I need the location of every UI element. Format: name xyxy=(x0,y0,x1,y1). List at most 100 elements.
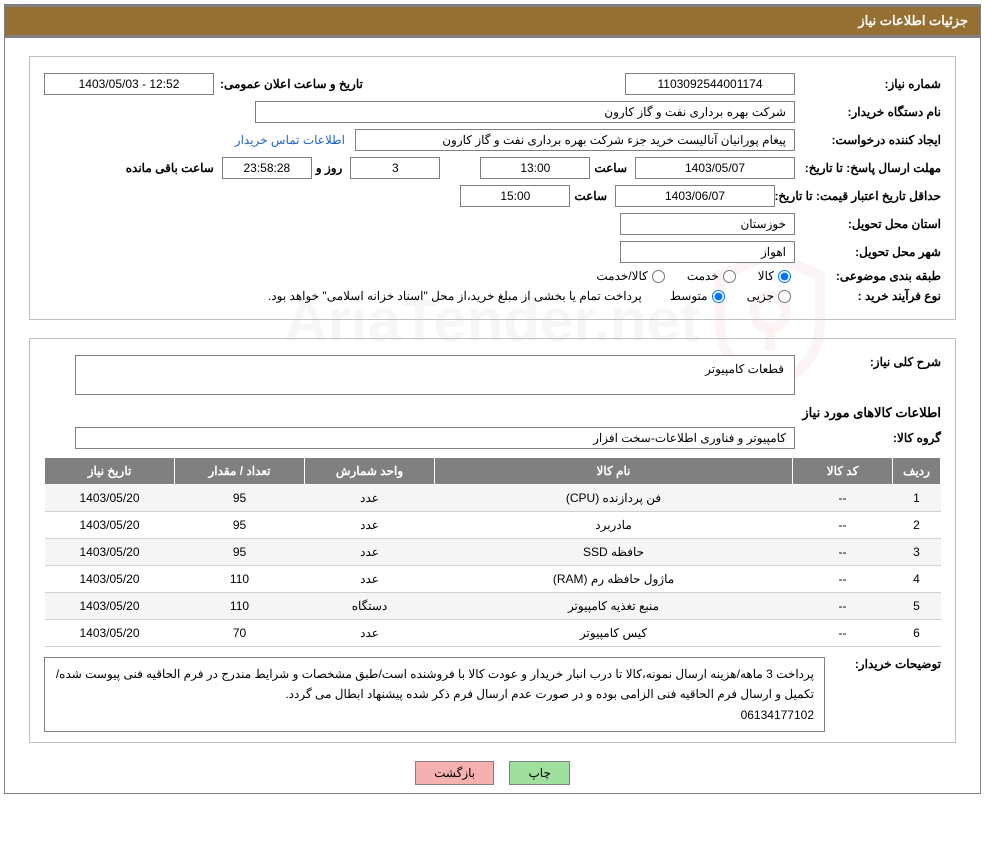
radio-medium[interactable] xyxy=(712,290,725,303)
label-requester: ایجاد کننده درخواست: xyxy=(801,133,941,147)
field-timer: 23:58:28 xyxy=(222,157,312,179)
th-name: نام کالا xyxy=(435,458,793,485)
info-section: شماره نیاز: 1103092544001174 تاریخ و ساع… xyxy=(29,56,956,320)
page-container: جزئیات اطلاعات نیاز شماره نیاز: 11030925… xyxy=(4,4,981,794)
label-buyer-notes: توضیحات خریدار: xyxy=(841,657,941,671)
th-row: ردیف xyxy=(893,458,941,485)
buyer-phone: 06134177102 xyxy=(741,705,814,725)
th-date: تاریخ نیاز xyxy=(45,458,175,485)
table-cell: حافظه SSD xyxy=(435,539,793,566)
table-cell: کیس کامپیوتر xyxy=(435,620,793,647)
label-buyer-org: نام دستگاه خریدار: xyxy=(801,105,941,119)
buyer-notes-text: پرداخت 3 ماهه/هزینه ارسال نمونه،کالا تا … xyxy=(56,667,814,701)
label-pt-partial: جزیی xyxy=(747,289,774,303)
field-announce-dt: 1403/05/03 - 12:52 xyxy=(44,73,214,95)
table-cell: دستگاه xyxy=(305,593,435,620)
label-pt-medium: متوسط xyxy=(670,289,708,303)
th-code: کد کالا xyxy=(793,458,893,485)
table-row: 4--ماژول حافظه رم (RAM)عدد1101403/05/20 xyxy=(45,566,941,593)
table-cell: -- xyxy=(793,593,893,620)
items-section: شرح کلی نیاز: قطعات کامپیوتر اطلاعات کال… xyxy=(29,338,956,743)
label-cat-goods: کالا xyxy=(758,269,774,283)
label-need-no: شماره نیاز: xyxy=(801,77,941,91)
field-price-time: 15:00 xyxy=(460,185,570,207)
table-cell: عدد xyxy=(305,512,435,539)
label-category: طبقه بندی موضوعی: xyxy=(801,269,941,283)
print-button[interactable]: چاپ xyxy=(509,761,569,785)
label-time-left: ساعت باقی مانده xyxy=(126,161,214,175)
th-unit: واحد شمارش xyxy=(305,458,435,485)
label-city: شهر محل تحویل: xyxy=(801,245,941,259)
field-general-desc: قطعات کامپیوتر xyxy=(75,355,795,395)
table-cell: 95 xyxy=(175,512,305,539)
field-requester: پیغام پورانیان آنالیست خرید جزء شرکت بهر… xyxy=(355,129,795,151)
table-cell: 1403/05/20 xyxy=(45,485,175,512)
field-need-no: 1103092544001174 xyxy=(625,73,795,95)
table-cell: عدد xyxy=(305,485,435,512)
table-cell: منبع تغذیه کامپیوتر xyxy=(435,593,793,620)
label-cat-goods-service: کالا/خدمت xyxy=(596,269,647,283)
field-buyer-notes: پرداخت 3 ماهه/هزینه ارسال نمونه،کالا تا … xyxy=(44,657,825,732)
table-cell: عدد xyxy=(305,539,435,566)
button-bar: چاپ بازگشت xyxy=(5,761,980,785)
label-announce-dt: تاریخ و ساعت اعلان عمومی: xyxy=(220,77,363,91)
field-goods-group: کامپیوتر و فناوری اطلاعات-سخت افزار xyxy=(75,427,795,449)
back-button[interactable]: بازگشت xyxy=(415,761,494,785)
table-cell: -- xyxy=(793,485,893,512)
payment-note: پرداخت تمام یا بخشی از مبلغ خرید،از محل … xyxy=(268,289,642,303)
table-cell: 70 xyxy=(175,620,305,647)
table-cell: 3 xyxy=(893,539,941,566)
table-cell: 1403/05/20 xyxy=(45,593,175,620)
label-cat-service: خدمت xyxy=(687,269,719,283)
table-row: 6--کیس کامپیوترعدد701403/05/20 xyxy=(45,620,941,647)
radio-service[interactable] xyxy=(723,270,736,283)
table-cell: مادربرد xyxy=(435,512,793,539)
label-reply-deadline: مهلت ارسال پاسخ: تا تاریخ: xyxy=(801,161,941,175)
label-days-and: روز و xyxy=(316,161,343,175)
table-cell: 2 xyxy=(893,512,941,539)
field-reply-date: 1403/05/07 xyxy=(635,157,795,179)
table-cell: -- xyxy=(793,566,893,593)
table-cell: ماژول حافظه رم (RAM) xyxy=(435,566,793,593)
field-buyer-org: شرکت بهره برداری نفت و گاز کارون xyxy=(255,101,795,123)
table-cell: 95 xyxy=(175,485,305,512)
table-cell: -- xyxy=(793,620,893,647)
field-province: خوزستان xyxy=(620,213,795,235)
label-goods-group: گروه کالا: xyxy=(801,431,941,445)
table-cell: 110 xyxy=(175,593,305,620)
label-purchase-type: نوع فرآیند خرید : xyxy=(801,289,941,303)
table-cell: 1 xyxy=(893,485,941,512)
table-cell: 6 xyxy=(893,620,941,647)
table-row: 2--مادربردعدد951403/05/20 xyxy=(45,512,941,539)
table-cell: 5 xyxy=(893,593,941,620)
table-cell: 1403/05/20 xyxy=(45,566,175,593)
field-reply-time: 13:00 xyxy=(480,157,590,179)
table-cell: -- xyxy=(793,539,893,566)
table-cell: عدد xyxy=(305,566,435,593)
table-cell: عدد xyxy=(305,620,435,647)
heading-items-info: اطلاعات کالاهای مورد نیاز xyxy=(44,405,941,421)
radio-goods-service[interactable] xyxy=(652,270,665,283)
field-city: اهواز xyxy=(620,241,795,263)
page-title: جزئیات اطلاعات نیاز xyxy=(5,7,980,38)
buyer-contact-link[interactable]: اطلاعات تماس خریدار xyxy=(235,133,345,147)
label-general-desc: شرح کلی نیاز: xyxy=(801,355,941,369)
table-cell: 1403/05/20 xyxy=(45,620,175,647)
th-qty: تعداد / مقدار xyxy=(175,458,305,485)
table-cell: 95 xyxy=(175,539,305,566)
label-hour-2: ساعت xyxy=(574,189,607,203)
table-cell: 1403/05/20 xyxy=(45,539,175,566)
table-cell: 1403/05/20 xyxy=(45,512,175,539)
table-row: 1--فن پردازنده (CPU)عدد951403/05/20 xyxy=(45,485,941,512)
table-cell: 110 xyxy=(175,566,305,593)
table-cell: -- xyxy=(793,512,893,539)
label-hour-1: ساعت xyxy=(594,161,627,175)
table-row: 3--حافظه SSDعدد951403/05/20 xyxy=(45,539,941,566)
radio-goods[interactable] xyxy=(778,270,791,283)
field-price-date: 1403/06/07 xyxy=(615,185,775,207)
table-row: 5--منبع تغذیه کامپیوتردستگاه1101403/05/2… xyxy=(45,593,941,620)
radio-partial[interactable] xyxy=(778,290,791,303)
field-days-left: 3 xyxy=(350,157,440,179)
table-cell: فن پردازنده (CPU) xyxy=(435,485,793,512)
items-table: ردیف کد کالا نام کالا واحد شمارش تعداد /… xyxy=(44,457,941,647)
